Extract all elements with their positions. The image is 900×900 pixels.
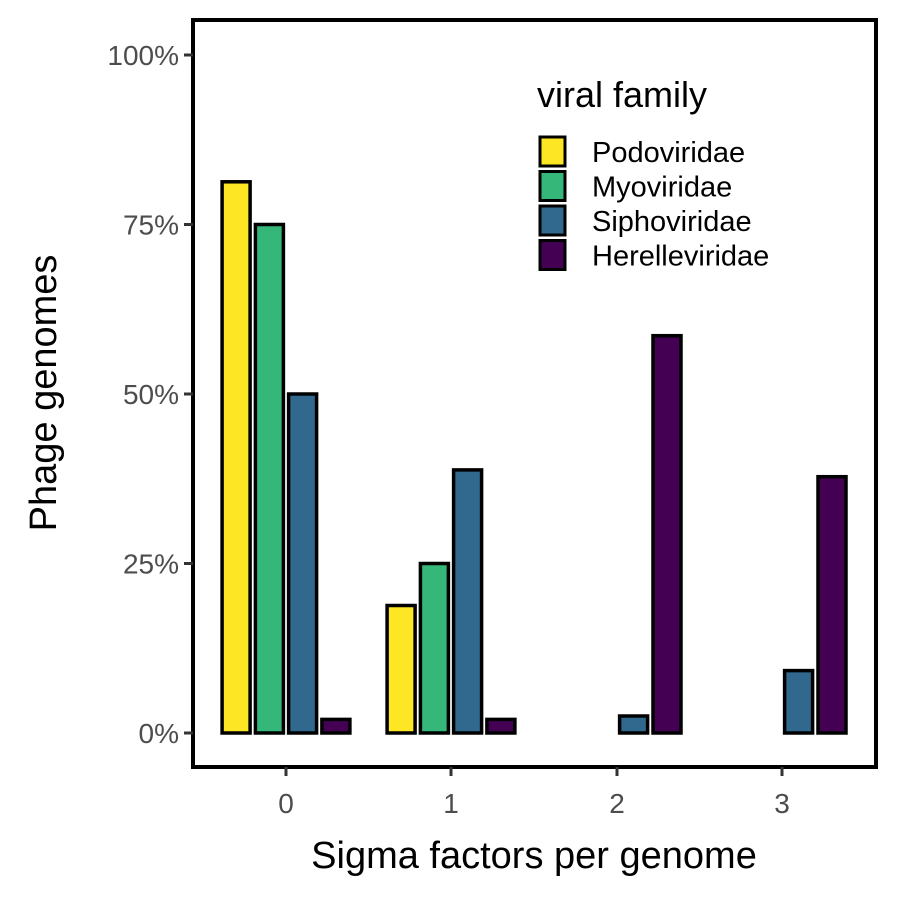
legend-title: viral family <box>537 74 707 115</box>
bar-siphoviridae-1 <box>451 468 484 735</box>
bars-layer <box>220 180 848 735</box>
legend-items: PodoviridaeMyoviridaeSiphoviridaeHerelle… <box>538 135 769 273</box>
x-tick-label: 2 <box>609 788 625 819</box>
bar-herelleviridae-3 <box>816 474 848 735</box>
y-axis: 0% 25% 50% 75% 100% <box>107 40 193 749</box>
y-tick-label: 25% <box>123 549 179 580</box>
bar-herelleviridae-2 <box>651 333 683 735</box>
y-tick-label: 75% <box>123 210 179 241</box>
bar-podoviridae-0 <box>220 180 252 735</box>
legend-label-siphoviridae: Siphoviridae <box>592 206 752 238</box>
y-tick-label: 100% <box>107 40 179 71</box>
legend-label-myoviridae: Myoviridae <box>592 172 732 204</box>
x-axis: 0 1 2 3 <box>278 767 790 819</box>
legend-key-myoviridae <box>538 170 567 202</box>
y-tick-label: 0% <box>139 718 179 749</box>
legend-key-herelleviridae <box>538 239 567 271</box>
bar-siphoviridae-2 <box>617 714 650 735</box>
x-tick-label: 3 <box>774 788 790 819</box>
x-tick-label: 1 <box>443 788 459 819</box>
bar-siphoviridae-0 <box>286 392 319 735</box>
bar-myoviridae-1 <box>418 561 451 735</box>
bar-herelleviridae-0 <box>320 717 352 735</box>
legend: viral family PodoviridaeMyoviridaeSiphov… <box>537 74 769 273</box>
y-tick-label: 50% <box>123 379 179 410</box>
bar-siphoviridae-3 <box>782 668 815 735</box>
x-axis-title: Sigma factors per genome <box>311 835 757 877</box>
legend-label-herelleviridae: Herelleviridae <box>592 241 769 273</box>
bar-myoviridae-0 <box>253 222 286 735</box>
legend-key-siphoviridae <box>538 204 567 237</box>
bar-podoviridae-1 <box>385 603 417 735</box>
x-tick-label: 0 <box>278 788 294 819</box>
y-axis-title: Phage genomes <box>23 255 65 532</box>
legend-key-podoviridae <box>538 135 567 168</box>
legend-label-podoviridae: Podoviridae <box>592 137 745 169</box>
bar-herelleviridae-1 <box>485 717 517 735</box>
